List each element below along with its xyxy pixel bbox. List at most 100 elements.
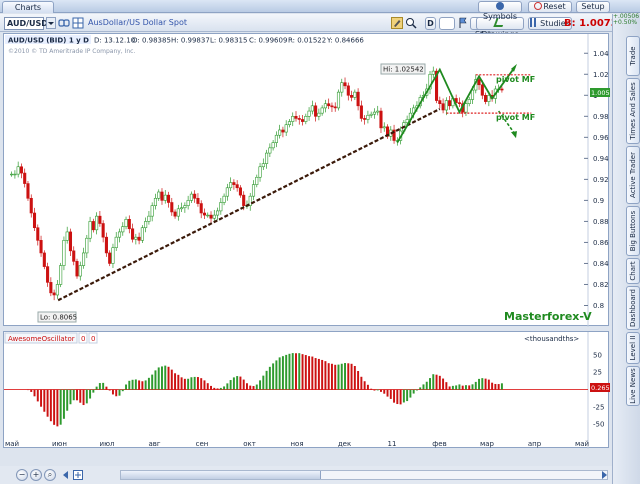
oscillator-units: <thousandths> bbox=[524, 335, 579, 343]
bid-price-text: B: 1.0073 bbox=[564, 18, 618, 29]
y-tick-label: 0.9 bbox=[593, 197, 604, 205]
expand-icon[interactable] bbox=[72, 469, 84, 483]
candle-body bbox=[98, 215, 102, 224]
candle-body bbox=[72, 250, 76, 262]
lo-label: Lo: 0.8065 bbox=[40, 314, 77, 322]
candle-body bbox=[212, 214, 216, 219]
candle-body bbox=[340, 82, 344, 93]
hi-label-box bbox=[380, 63, 426, 75]
link-icon[interactable] bbox=[58, 17, 70, 31]
candle-body bbox=[278, 129, 282, 136]
time-scrollbar[interactable] bbox=[120, 470, 608, 480]
scrollbar-thumb[interactable] bbox=[121, 471, 321, 479]
pan-right-icon[interactable] bbox=[598, 469, 610, 483]
candle-body bbox=[304, 116, 308, 122]
candle-body bbox=[487, 94, 491, 102]
sidebar-tab-big-buttons[interactable]: Big Buttons bbox=[626, 206, 640, 256]
candle-body bbox=[173, 211, 177, 217]
sidebar-tab-label: Trade bbox=[629, 46, 637, 66]
candle-body bbox=[435, 70, 439, 101]
candle-body bbox=[225, 187, 229, 197]
candle-body bbox=[137, 236, 141, 241]
candle-body bbox=[157, 191, 161, 199]
candle-body bbox=[134, 236, 138, 240]
grid-icon[interactable] bbox=[72, 17, 84, 31]
candle-body bbox=[114, 236, 118, 248]
candle-body bbox=[438, 100, 442, 105]
candle-body bbox=[49, 282, 53, 294]
candle-body bbox=[39, 240, 43, 254]
zoom-reset-button[interactable]: ⌕ bbox=[44, 469, 56, 481]
x-tick-label: июл bbox=[100, 440, 115, 448]
setup-button[interactable]: Setup bbox=[576, 1, 610, 13]
candle-body bbox=[477, 79, 481, 86]
candle-body bbox=[88, 221, 92, 239]
reset-button[interactable]: Reset bbox=[528, 1, 572, 13]
candle-body bbox=[346, 85, 350, 96]
pencil-icon[interactable] bbox=[391, 17, 403, 31]
y-tick-label: 1.02 bbox=[593, 71, 609, 79]
symbol-dropdown-icon[interactable] bbox=[46, 17, 56, 31]
price-chart-svg[interactable]: 1.041.0210.980.960.940.920.90.880.860.84… bbox=[4, 34, 618, 327]
x-tick-label: 11 bbox=[388, 440, 397, 448]
candle-body bbox=[59, 265, 63, 285]
candle-body bbox=[464, 103, 468, 113]
candle-body bbox=[314, 105, 318, 117]
sidebar-tab-active-trader[interactable]: Active Trader bbox=[626, 146, 640, 204]
price-chart-panel[interactable]: 1.041.0210.980.960.940.920.90.880.860.84… bbox=[3, 33, 618, 327]
zoom-in-button[interactable]: + bbox=[30, 469, 42, 481]
candle-body bbox=[297, 118, 301, 120]
symbol-input[interactable]: AUD/USD bbox=[4, 17, 48, 30]
sidebar-tab-dashboard[interactable]: Dashboard bbox=[626, 286, 640, 330]
candle-body bbox=[291, 116, 295, 122]
zoom-out-button[interactable]: − bbox=[16, 469, 28, 481]
studies-button[interactable]: Studies bbox=[528, 17, 572, 30]
candle-body bbox=[131, 228, 135, 240]
zoom-icon[interactable] bbox=[405, 17, 417, 31]
candle-body bbox=[268, 147, 272, 154]
sidebar-tab-chart[interactable]: Chart bbox=[626, 258, 640, 284]
sidebar-tab-trade[interactable]: Trade bbox=[626, 36, 640, 76]
timeframe-input[interactable] bbox=[439, 17, 455, 30]
sidebar-tab-label: Big Buttons bbox=[629, 210, 637, 252]
flag-icon[interactable] bbox=[458, 17, 468, 31]
chart-toolbar: AUD/USD AusDollar/US Dollar Spot D Style… bbox=[0, 14, 612, 39]
price-candles bbox=[10, 66, 504, 301]
sidebar-tab-label: Chart bbox=[629, 261, 637, 281]
last-price-tag: 1.00546 bbox=[591, 89, 610, 97]
timeframe-button[interactable]: D bbox=[425, 17, 436, 30]
symbols-button[interactable]: Symbols bbox=[478, 1, 522, 21]
change-value: +.00506 bbox=[613, 13, 640, 20]
sidebar-tab-live-news[interactable]: Live News bbox=[626, 366, 640, 406]
candle-body bbox=[382, 126, 386, 129]
candle-body bbox=[144, 221, 148, 229]
candle-body bbox=[186, 200, 190, 206]
candle-body bbox=[444, 100, 448, 111]
y-tick-label: 0.92 bbox=[593, 176, 609, 184]
candle-body bbox=[108, 252, 112, 264]
candle-body bbox=[336, 91, 341, 109]
candle-body bbox=[363, 118, 367, 120]
arrow-up-icon bbox=[510, 63, 517, 72]
candle-body bbox=[26, 183, 30, 199]
candle-body bbox=[104, 236, 108, 254]
tab-charts[interactable]: Charts bbox=[2, 1, 54, 13]
sidebar-tab-level-ii[interactable]: Level II bbox=[626, 332, 640, 364]
candle-body bbox=[248, 195, 252, 206]
price-y-axis: 1.041.0210.980.960.940.920.90.880.860.84… bbox=[584, 50, 609, 310]
candle-body bbox=[170, 202, 174, 213]
oscillator-svg[interactable]: 50 25 0 -25 -50 май июн июл авг сен окт ноя дек 11 фе… bbox=[4, 332, 614, 449]
candle-body bbox=[153, 197, 157, 206]
sidebar-tab-times-and-sales[interactable]: Times And Sales bbox=[626, 78, 640, 144]
candle-body bbox=[46, 266, 50, 283]
oscillator-last-tag: 0.2657 bbox=[591, 384, 610, 392]
sidebar-tab-label: Times And Sales bbox=[629, 82, 637, 140]
candle-body bbox=[392, 129, 396, 141]
pan-left-icon[interactable] bbox=[60, 469, 72, 483]
oscillator-panel[interactable]: 50 25 0 -25 -50 май июн июл авг сен окт ноя дек 11 фе… bbox=[3, 331, 614, 449]
support-trendline bbox=[57, 107, 441, 302]
x-tick-label: апр bbox=[528, 440, 542, 448]
candle-body bbox=[199, 203, 203, 214]
candle-body bbox=[500, 88, 504, 91]
sidebar-tab-label: Live News bbox=[629, 368, 637, 404]
